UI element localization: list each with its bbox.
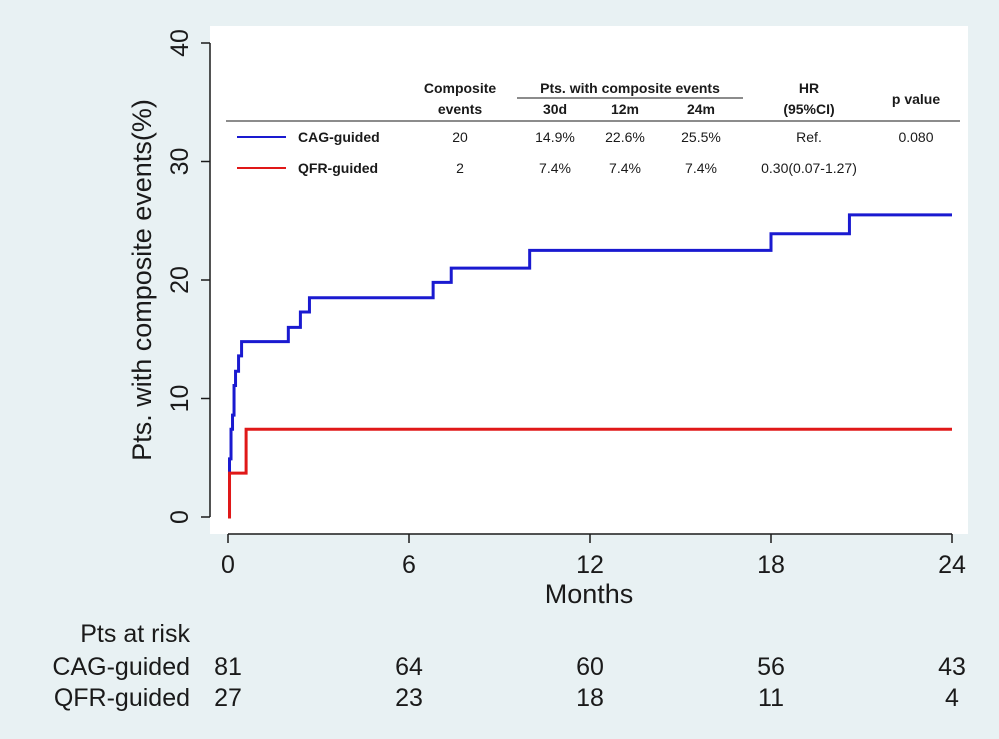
row-cag-12m: 22.6% [605,129,645,145]
plot-area [210,26,968,534]
header-composite-2: events [438,101,483,117]
risk-title: Pts at risk [80,620,190,648]
row-cag-events: 20 [452,129,468,145]
y-tick-label: 20 [166,266,194,294]
curves [228,213,952,519]
y-tick-label: 0 [166,510,194,524]
row-qfr-events: 2 [456,160,464,176]
y-axis-title: Pts. with composite events(%) [127,99,157,461]
risk-row-label-cag: CAG-guided [52,653,190,681]
summary-table: Composite events Pts. with composite eve… [226,80,960,176]
x-tick-label: 12 [576,551,604,579]
row-qfr-12m: 7.4% [609,160,641,176]
risk-value: 81 [214,653,242,681]
x-tick-label: 18 [757,551,785,579]
risk-value: 56 [757,653,785,681]
y-tick-label: 30 [166,148,194,176]
header-pvalue: p value [892,91,940,107]
header-composite-1: Composite [424,80,497,96]
risk-value: 4 [945,684,959,712]
curve-cag-guided [228,213,952,519]
x-tick-label: 6 [402,551,416,579]
y-ticks: 0 10 20 30 40 [166,29,210,524]
risk-value: 64 [395,653,423,681]
row-cag-24m: 25.5% [681,129,721,145]
header-hr-2: (95%CI) [783,101,834,117]
risk-value: 11 [758,684,784,712]
header-hr-1: HR [799,80,819,96]
curve-qfr-guided [228,427,952,519]
risk-value: 18 [576,684,604,712]
risk-value: 27 [214,684,242,712]
risk-table: Pts at risk CAG-guided QFR-guided 81 64 60… [52,620,965,712]
row-qfr-30d: 7.4% [539,160,571,176]
row-qfr-24m: 7.4% [685,160,717,176]
header-24m: 24m [687,101,715,117]
risk-values: 81 64 60 56 43 27 23 18 11 4 [214,653,966,712]
header-12m: 12m [611,101,639,117]
row-qfr-hr: 0.30(0.07-1.27) [761,160,857,176]
risk-value: 43 [938,653,966,681]
x-tick-label: 0 [221,551,235,579]
risk-row-label-qfr: QFR-guided [54,684,190,712]
row-cag-p: 0.080 [898,129,933,145]
row-cag-name: CAG-guided [298,129,380,145]
header-pts-group: Pts. with composite events [540,80,720,96]
risk-value: 23 [395,684,423,712]
risk-value: 60 [576,653,604,681]
header-30d: 30d [543,101,567,117]
row-qfr-name: QFR-guided [298,160,378,176]
x-ticks: 0 6 12 18 24 [221,534,966,579]
y-tick-label: 40 [166,29,194,57]
x-tick-label: 24 [938,551,966,579]
x-axis-title: Months [545,579,634,609]
y-tick-label: 10 [166,385,194,413]
row-cag-hr: Ref. [796,129,822,145]
row-cag-30d: 14.9% [535,129,575,145]
